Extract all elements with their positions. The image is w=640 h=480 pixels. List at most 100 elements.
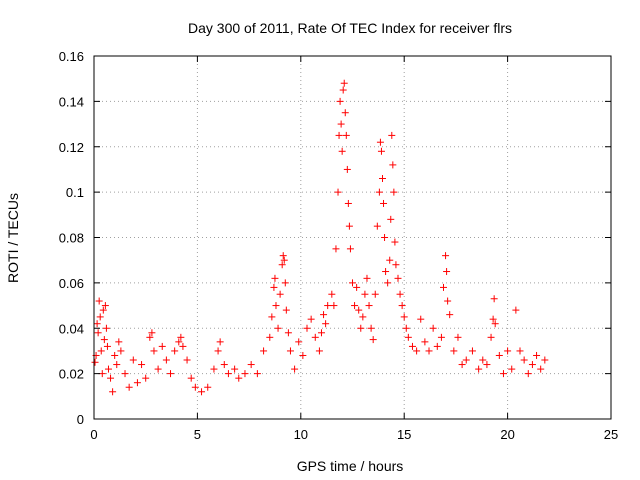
data-point <box>324 302 332 310</box>
data-point <box>495 351 503 359</box>
data-point <box>274 324 282 332</box>
data-point <box>104 365 112 373</box>
data-point <box>433 342 441 350</box>
data-point <box>512 306 520 314</box>
data-point <box>380 199 388 207</box>
data-point <box>400 313 408 321</box>
data-point <box>117 347 125 355</box>
data-point <box>142 374 150 382</box>
data-point <box>115 338 123 346</box>
data-point <box>162 356 170 364</box>
data-point <box>365 302 373 310</box>
data-point <box>371 290 379 298</box>
data-point <box>351 302 359 310</box>
data-point <box>330 302 338 310</box>
data-point <box>541 356 549 364</box>
data-point <box>339 86 347 94</box>
data-point <box>282 306 290 314</box>
data-point <box>96 313 104 321</box>
data-point <box>520 356 528 364</box>
x-tick-label: 15 <box>397 427 411 442</box>
data-point <box>113 361 121 369</box>
data-point <box>444 297 452 305</box>
data-point <box>516 347 524 355</box>
data-point <box>198 388 206 396</box>
data-point <box>150 347 158 355</box>
y-tick-label: 0.16 <box>59 49 84 64</box>
data-point <box>91 358 99 366</box>
data-point <box>491 320 499 328</box>
data-point <box>266 333 274 341</box>
data-point <box>95 297 103 305</box>
data-point <box>479 356 487 364</box>
data-point <box>446 311 454 319</box>
data-point <box>270 283 278 291</box>
data-point <box>154 365 162 373</box>
y-tick-label: 0.04 <box>59 321 84 336</box>
data-point <box>437 333 445 341</box>
data-point <box>377 147 385 155</box>
data-point <box>344 199 352 207</box>
data-point <box>138 361 146 369</box>
data-point <box>311 333 319 341</box>
data-point <box>468 347 476 355</box>
axis-ticks <box>93 55 612 420</box>
data-point <box>100 336 108 344</box>
data-point <box>353 283 361 291</box>
data-point <box>443 268 451 276</box>
data-point <box>94 329 102 337</box>
data-point <box>299 351 307 359</box>
data-point <box>402 324 410 332</box>
data-point <box>191 383 199 391</box>
data-point <box>103 342 111 350</box>
data-point <box>367 324 375 332</box>
data-points <box>91 79 549 396</box>
data-point <box>158 342 166 350</box>
data-point <box>171 347 179 355</box>
data-point <box>499 370 507 378</box>
data-point <box>179 342 187 350</box>
data-point <box>109 388 117 396</box>
data-point <box>253 370 261 378</box>
data-point <box>342 131 350 139</box>
data-point <box>504 347 512 355</box>
data-point <box>280 256 288 264</box>
data-point <box>111 351 119 359</box>
y-tick-label: 0.14 <box>59 94 84 109</box>
data-point <box>341 109 349 117</box>
data-point <box>429 324 437 332</box>
data-point <box>260 347 268 355</box>
data-point <box>320 311 328 319</box>
data-point <box>421 338 429 346</box>
data-point <box>335 131 343 139</box>
data-point <box>381 234 389 241</box>
data-point <box>101 302 109 310</box>
data-point <box>216 338 224 346</box>
data-point <box>384 279 392 287</box>
data-point <box>210 365 218 373</box>
data-point <box>528 361 536 369</box>
data-point <box>268 313 276 321</box>
data-point <box>524 370 532 378</box>
data-point <box>386 256 394 264</box>
data-point <box>394 274 402 282</box>
data-point <box>187 374 195 382</box>
data-point <box>487 333 495 341</box>
data-point <box>458 361 466 369</box>
data-point <box>307 315 315 323</box>
data-point <box>442 252 450 260</box>
data-point <box>355 306 363 314</box>
y-tick-label: 0.12 <box>59 140 84 155</box>
data-point <box>272 302 280 310</box>
data-point <box>279 252 287 260</box>
data-point <box>373 222 381 230</box>
data-point <box>271 274 279 282</box>
data-point <box>376 138 384 146</box>
data-point <box>390 188 398 196</box>
data-point <box>359 313 367 321</box>
data-point <box>291 365 299 373</box>
data-point <box>357 324 365 332</box>
data-point <box>408 342 416 350</box>
data-point <box>346 245 354 253</box>
